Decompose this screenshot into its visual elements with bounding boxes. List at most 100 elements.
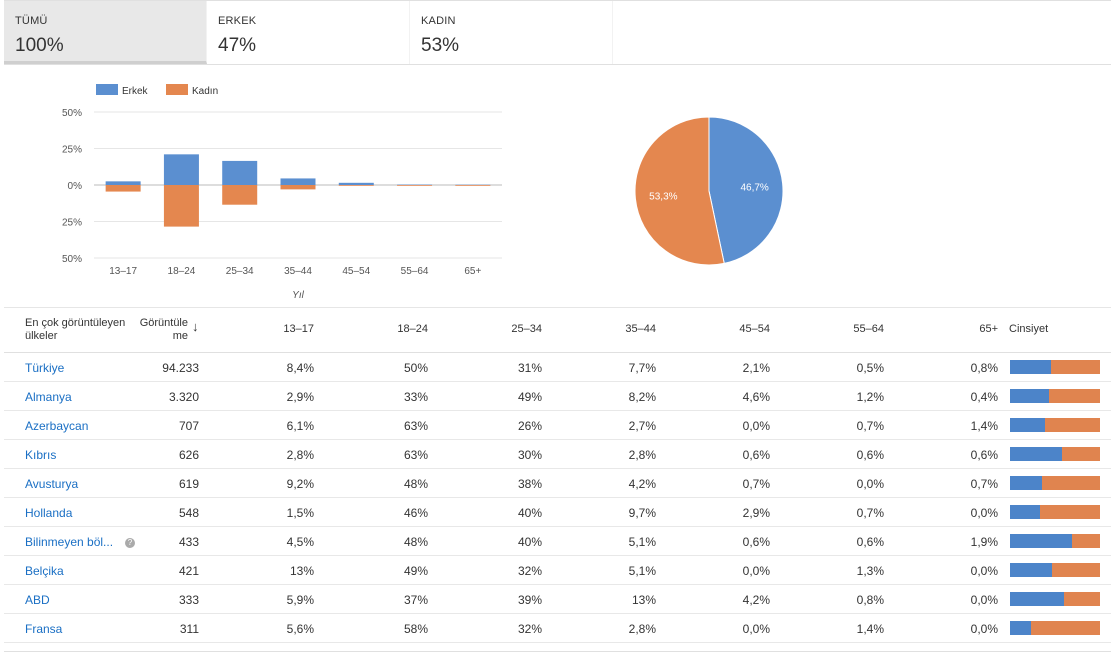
age-percent: 33%	[403, 390, 428, 404]
age-percent: 0,6%	[856, 535, 884, 549]
bar	[163, 154, 199, 185]
tab-female[interactable]: KADIN 53%	[410, 1, 613, 64]
age-percent: 1,9%	[970, 535, 998, 549]
age-percent: 5,1%	[628, 535, 656, 549]
gender-bar-female	[1048, 389, 1100, 403]
country-link[interactable]: ABD	[25, 593, 50, 607]
bar	[397, 184, 433, 186]
sort-down-icon[interactable]: ↓	[192, 319, 199, 334]
header-views[interactable]: Görüntüle me	[139, 317, 188, 342]
y-tick-label: 50%	[62, 254, 82, 265]
x-tick-label: 13–17	[109, 266, 137, 277]
age-percent: 4,2%	[742, 593, 770, 607]
gender-bar	[1010, 418, 1100, 432]
header-13-17: 13–17	[283, 323, 314, 335]
age-percent: 48%	[403, 477, 428, 491]
country-link[interactable]: Belçika	[25, 564, 64, 578]
table-row: Belçika 421 13% 49% 32% 5,1% 0,0% 1,3% 0,0%	[4, 556, 1111, 585]
x-tick-label: 18–24	[168, 266, 196, 277]
table-row: Bilinmeyen böl...? 433 4,5% 48% 40% 5,1% 0,6% 0…	[4, 527, 1111, 556]
gender-bar-female	[1052, 563, 1100, 577]
age-percent: 0,0%	[742, 564, 770, 578]
table-row: Hollanda 548 1,5% 46% 40% 9,7% 2,9% 0,7% 0,0%	[4, 498, 1111, 527]
country-link[interactable]: Fransa	[25, 622, 63, 636]
gender-bar-female	[1042, 476, 1100, 490]
age-percent: 0,8%	[970, 361, 998, 375]
pie-slice	[708, 116, 784, 265]
views-value: 311	[179, 622, 199, 636]
help-icon[interactable]: ?	[122, 535, 135, 549]
table-header: En çok görüntüleyen ülkeler Görüntüle me…	[4, 307, 1111, 353]
age-percent: 9,7%	[628, 506, 656, 520]
age-percent: 0,8%	[856, 593, 884, 607]
age-percent: 5,9%	[286, 593, 314, 607]
gender-bar-male	[1010, 447, 1063, 461]
age-percent: 2,8%	[628, 448, 656, 462]
age-percent: 4,2%	[628, 477, 656, 491]
views-value: 3.320	[168, 390, 199, 404]
country-link[interactable]: Hollanda	[25, 506, 73, 520]
gender-bar	[1010, 360, 1100, 374]
country-link[interactable]: Kıbrıs	[25, 448, 57, 462]
age-percent: 2,9%	[286, 390, 314, 404]
tab-all-label: TÜMÜ	[15, 15, 48, 27]
gender-bar-male	[1010, 534, 1073, 548]
gender-bar	[1010, 592, 1100, 606]
tab-all[interactable]: TÜMÜ 100%	[4, 1, 207, 64]
country-link[interactable]: Almanya	[25, 390, 72, 404]
pie-slice	[634, 116, 725, 266]
bar	[105, 185, 141, 192]
age-percent: 13%	[289, 564, 314, 578]
age-percent: 40%	[517, 535, 542, 549]
age-percent: 7,7%	[628, 361, 656, 375]
age-percent: 2,7%	[628, 419, 656, 433]
y-tick-label: 25%	[62, 218, 82, 229]
gender-bar-female	[1064, 592, 1100, 606]
country-link[interactable]: Bilinmeyen böl...	[25, 535, 114, 549]
gender-bar	[1010, 563, 1100, 577]
age-percent: 49%	[517, 390, 542, 404]
country-link[interactable]: Azerbaycan	[25, 419, 89, 433]
table-row: Almanya 3.320 2,9% 33% 49% 8,2% 4,6% 1,2% 0,4%	[4, 382, 1111, 411]
views-value: 548	[178, 506, 199, 520]
legend-swatch	[166, 84, 188, 95]
header-35-44: 35–44	[625, 323, 656, 335]
views-value: 433	[178, 535, 199, 549]
bar	[338, 185, 374, 186]
x-axis-label: Yıl	[292, 290, 304, 301]
header-25-34: 25–34	[511, 323, 542, 335]
header-55-64: 55–64	[853, 323, 884, 335]
age-percent: 39%	[517, 593, 542, 607]
age-percent: 0,6%	[742, 535, 770, 549]
bar	[455, 185, 491, 186]
x-tick-label: 45–54	[342, 266, 370, 277]
age-percent: 49%	[403, 564, 428, 578]
gender-bar-female	[1062, 447, 1100, 461]
gender-bar-female	[1039, 505, 1100, 519]
table-row: Azerbaycan 707 6,1% 63% 26% 2,7% 0,0% 0,7% 1,4%	[4, 411, 1111, 440]
age-percent: 4,5%	[286, 535, 314, 549]
country-link[interactable]: Avusturya	[25, 477, 79, 491]
age-percent: 50%	[403, 361, 428, 375]
age-percent: 0,4%	[970, 390, 998, 404]
age-percent: 40%	[517, 506, 542, 520]
table-row: Fransa 311 5,6% 58% 32% 2,8% 0,0% 1,4% 0,0%	[4, 614, 1111, 643]
age-percent: 8,4%	[286, 361, 314, 375]
gender-bar	[1010, 534, 1100, 548]
country-table: En çok görüntüleyen ülkeler Görüntüle me…	[4, 307, 1111, 643]
age-percent: 13%	[631, 593, 656, 607]
country-link[interactable]: Türkiye	[25, 361, 65, 375]
age-percent: 0,7%	[742, 477, 770, 491]
y-tick-label: 25%	[62, 145, 82, 156]
age-percent: 0,6%	[970, 448, 998, 462]
age-percent: 4,6%	[742, 390, 770, 404]
table-row: Kıbrıs 626 2,8% 63% 30% 2,8% 0,6% 0,6% 0,6%	[4, 440, 1111, 469]
header-countries: En çok görüntüleyen ülkeler	[25, 317, 126, 342]
views-value: 626	[178, 448, 199, 462]
views-value: 707	[178, 419, 199, 433]
age-percent: 0,7%	[970, 477, 998, 491]
table-row: ABD 333 5,9% 37% 39% 13% 4,2% 0,8% 0,0%	[4, 585, 1111, 614]
tab-male[interactable]: ERKEK 47%	[207, 1, 410, 64]
age-percent: 0,5%	[856, 361, 884, 375]
table-row: Avusturya 619 9,2% 48% 38% 4,2% 0,7% 0,0% 0,7%	[4, 469, 1111, 498]
